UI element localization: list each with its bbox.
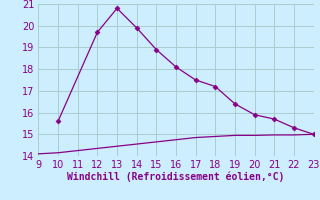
- X-axis label: Windchill (Refroidissement éolien,°C): Windchill (Refroidissement éolien,°C): [67, 172, 285, 182]
